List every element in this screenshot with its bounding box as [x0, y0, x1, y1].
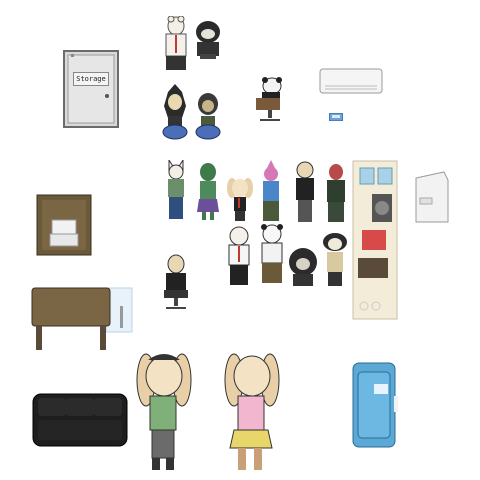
printer[interactable]	[414, 170, 450, 224]
storage-label: Storage	[73, 72, 109, 86]
panda-chair-character[interactable]	[252, 76, 288, 128]
ac-remote[interactable]	[329, 113, 343, 121]
sheep-character[interactable]	[321, 232, 349, 288]
big-bunny-left[interactable]	[134, 350, 194, 474]
red-hooded-character[interactable]	[323, 162, 349, 224]
blue-machine[interactable]	[352, 362, 400, 448]
bunny-character[interactable]	[226, 176, 254, 222]
bear-suit-character[interactable]	[292, 160, 318, 224]
dark-character-chair-2[interactable]	[193, 90, 223, 142]
storage-door-icon	[63, 50, 119, 128]
dark-hooded-character[interactable]	[193, 20, 223, 60]
big-bunny-right[interactable]	[222, 350, 282, 474]
tall-cabinet[interactable]	[352, 160, 398, 320]
bear-office-chair[interactable]	[162, 254, 190, 316]
dark-character-chair-1[interactable]	[160, 82, 190, 142]
fox-character[interactable]	[165, 160, 187, 222]
wooden-table[interactable]	[30, 286, 134, 354]
panda-standing-character[interactable]	[256, 224, 288, 288]
black-sofa[interactable]	[32, 392, 128, 448]
dark-fluffy-character[interactable]	[287, 246, 319, 288]
pink-character[interactable]	[258, 160, 284, 224]
storage-door[interactable]: Storage	[63, 50, 119, 128]
white-bear-character[interactable]	[224, 226, 254, 288]
toilet-stall[interactable]	[36, 194, 92, 256]
air-conditioner[interactable]	[319, 68, 383, 96]
polar-bear-character[interactable]	[160, 16, 192, 74]
green-character[interactable]	[196, 160, 220, 222]
